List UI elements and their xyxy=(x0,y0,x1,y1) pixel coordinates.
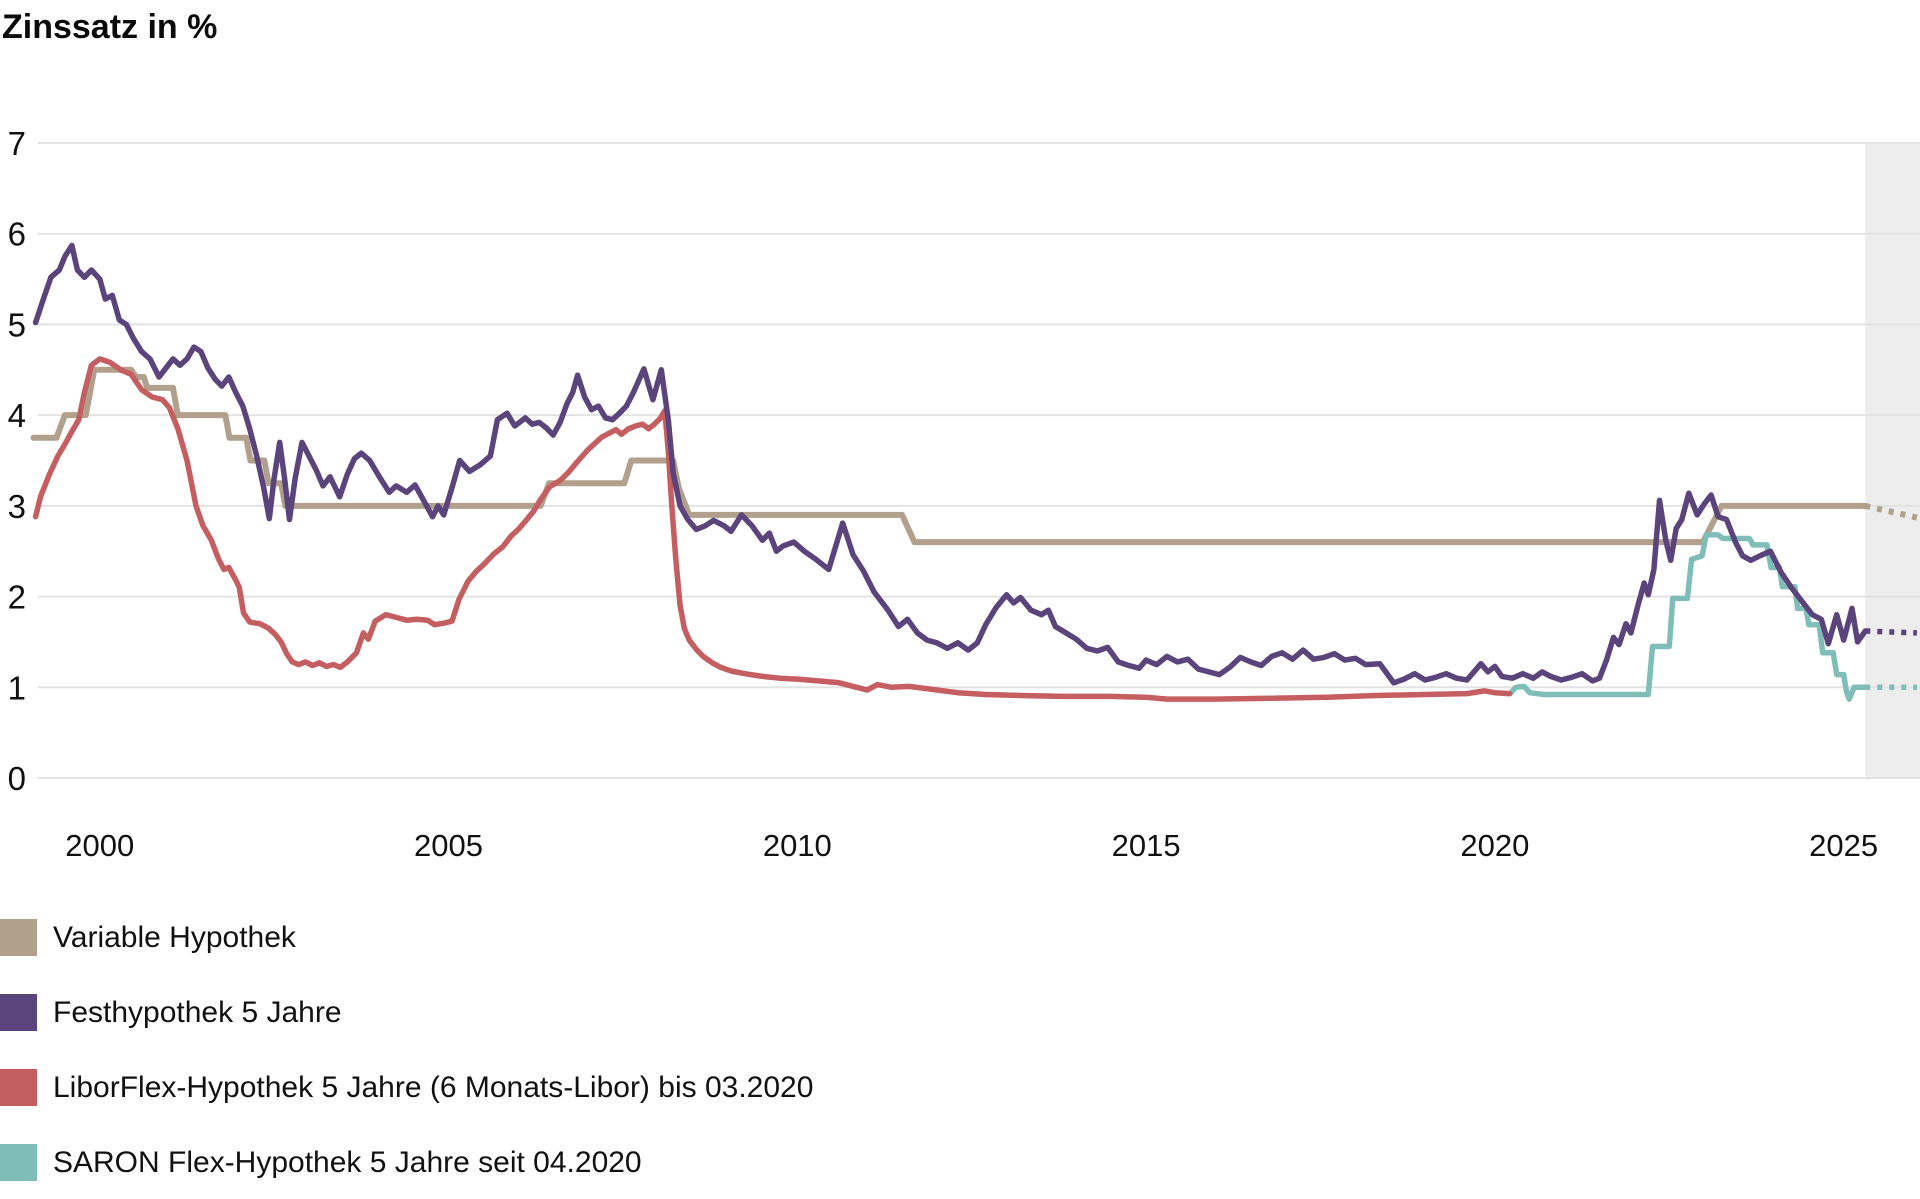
interest-rate-line-chart: 0 1 2 3 4 5 6 7 2000 2005 2010 2015 2020 2025 xyxy=(8,125,1920,863)
chart-title: Zinssatz in % xyxy=(2,8,218,46)
legend-label-variable-hypothek: Variable Hypothek xyxy=(53,920,296,954)
series-line-saron xyxy=(1507,532,1869,702)
x-tick-label-2000: 2000 xyxy=(65,828,134,863)
series-forecast-variable-hypothek xyxy=(1864,502,1918,521)
y-tick-label-3: 3 xyxy=(8,488,26,525)
y-tick-label-7: 7 xyxy=(8,125,26,162)
legend-label-festhypothek-5-jahre: Festhypothek 5 Jahre xyxy=(53,995,342,1029)
legend-swatch-liborflex-hypothek xyxy=(0,1069,37,1106)
y-tick-label-4: 4 xyxy=(8,397,26,434)
y-tick-label-2: 2 xyxy=(8,579,26,616)
legend-item-saron-flex-hypothek: SARON Flex-Hypothek 5 Jahre seit 04.2020 xyxy=(0,1144,813,1181)
legend-swatch-variable-hypothek xyxy=(0,919,37,956)
forecast-region xyxy=(1865,143,1920,779)
y-tick-label-1: 1 xyxy=(8,669,26,706)
legend-swatch-saron-flex-hypothek xyxy=(0,1144,37,1181)
legend-item-liborflex-hypothek: LiborFlex-Hypothek 5 Jahre (6 Monats-Lib… xyxy=(0,1069,813,1106)
legend: Variable Hypothek Festhypothek 5 Jahre L… xyxy=(0,919,813,1199)
y-tick-label-0: 0 xyxy=(8,760,26,797)
series-line-festhypothek xyxy=(32,242,1869,686)
legend-item-variable-hypothek: Variable Hypothek xyxy=(0,919,813,956)
legend-item-festhypothek-5-jahre: Festhypothek 5 Jahre xyxy=(0,994,813,1031)
y-tick-label-5: 5 xyxy=(8,306,26,343)
series-line-liborflex xyxy=(32,356,1513,702)
y-tick-label-6: 6 xyxy=(8,216,26,253)
series-forecast-festhypothek xyxy=(1865,628,1918,636)
x-tick-label-2020: 2020 xyxy=(1460,828,1529,863)
legend-label-liborflex-hypothek: LiborFlex-Hypothek 5 Jahre (6 Monats-Lib… xyxy=(53,1070,814,1104)
x-tick-label-2005: 2005 xyxy=(414,828,483,863)
x-tick-label-2015: 2015 xyxy=(1112,828,1181,863)
legend-label-saron-flex-hypothek: SARON Flex-Hypothek 5 Jahre seit 04.2020 xyxy=(53,1145,642,1179)
x-tick-label-2010: 2010 xyxy=(763,828,832,863)
x-tick-label-2025: 2025 xyxy=(1809,828,1878,863)
legend-swatch-festhypothek-5-jahre xyxy=(0,994,37,1031)
series-line-variable-hypothek xyxy=(30,366,1869,546)
